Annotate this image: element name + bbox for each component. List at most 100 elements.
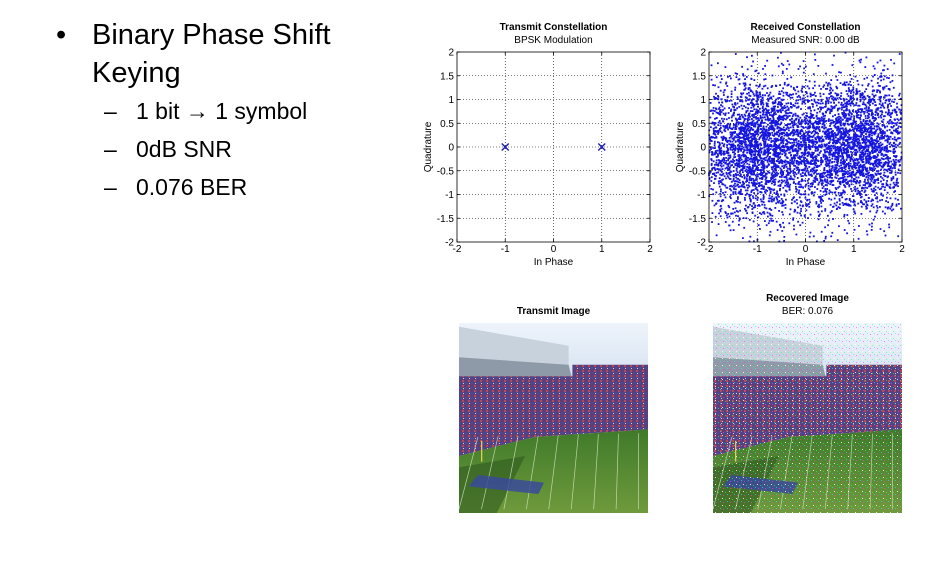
data-point [898, 92, 901, 95]
data-point [829, 86, 832, 89]
data-point [861, 171, 863, 174]
data-point [807, 171, 810, 174]
data-point [888, 186, 891, 188]
data-point [785, 93, 788, 96]
data-point [839, 183, 842, 186]
data-point [825, 181, 828, 184]
data-point [860, 213, 863, 215]
data-point [832, 106, 835, 109]
data-point [792, 145, 795, 148]
data-point [833, 197, 836, 200]
data-point [770, 188, 773, 191]
data-point [763, 157, 766, 159]
data-point [883, 171, 886, 174]
data-point [898, 53, 901, 55]
data-point [855, 139, 857, 142]
data-point [772, 170, 775, 173]
data-point [776, 125, 779, 128]
data-point [756, 96, 759, 98]
data-point [733, 180, 736, 183]
data-point [714, 97, 717, 99]
data-point [879, 85, 881, 87]
data-point [890, 160, 893, 163]
data-point [753, 181, 755, 184]
data-point [712, 132, 715, 135]
data-point [737, 163, 740, 166]
data-point [718, 144, 721, 147]
data-point [836, 142, 838, 144]
data-point [857, 143, 860, 146]
data-point [768, 194, 771, 197]
data-point [714, 133, 717, 136]
data-point [723, 89, 726, 91]
data-point [743, 162, 746, 165]
data-point [820, 202, 823, 204]
data-point [779, 149, 782, 152]
data-point [825, 175, 828, 177]
data-point [725, 139, 727, 141]
data-point [758, 169, 760, 171]
data-point [713, 110, 716, 112]
data-point [728, 139, 731, 142]
data-point [787, 127, 790, 129]
data-point [781, 148, 784, 151]
data-point [798, 186, 801, 188]
data-point [728, 143, 731, 146]
data-point [744, 87, 747, 90]
data-point [845, 114, 848, 117]
data-point [792, 217, 795, 220]
data-point [844, 128, 847, 130]
data-point [895, 139, 898, 142]
data-point [714, 150, 717, 152]
data-point [712, 173, 714, 175]
data-point [788, 115, 791, 117]
data-point [786, 126, 789, 129]
data-point [737, 173, 740, 176]
data-point [733, 137, 736, 139]
data-point [781, 160, 784, 163]
data-point [774, 178, 777, 181]
data-point [831, 119, 834, 122]
data-point [711, 212, 714, 214]
data-point [755, 176, 758, 178]
data-point [865, 157, 867, 160]
data-point [817, 148, 820, 151]
data-point [799, 131, 801, 134]
data-point [843, 150, 846, 153]
data-point [820, 182, 823, 185]
data-point [767, 170, 769, 173]
data-point [747, 140, 750, 143]
data-point [760, 128, 762, 131]
data-point [866, 128, 869, 131]
data-point [779, 123, 781, 126]
data-point [881, 104, 884, 106]
data-point [781, 230, 784, 232]
data-point [810, 132, 813, 135]
data-point [725, 214, 728, 217]
data-point [737, 140, 739, 143]
data-point [718, 149, 721, 152]
data-point [869, 210, 872, 213]
data-point [731, 103, 734, 106]
data-point [808, 131, 811, 133]
data-point [885, 147, 887, 149]
data-point [876, 128, 879, 131]
data-point [773, 178, 776, 181]
data-point [762, 135, 765, 137]
data-point [850, 102, 852, 105]
data-point [766, 136, 769, 139]
data-point [819, 200, 822, 202]
data-point [762, 157, 765, 160]
data-point [736, 165, 739, 168]
data-point [829, 176, 832, 179]
data-point [789, 208, 792, 211]
data-point [898, 203, 900, 205]
data-point [830, 91, 832, 94]
data-point [811, 94, 814, 96]
data-point [869, 110, 871, 112]
data-point [762, 201, 765, 204]
data-point [884, 139, 887, 142]
data-point [870, 109, 872, 112]
data-point [726, 141, 729, 144]
data-point [818, 138, 821, 141]
